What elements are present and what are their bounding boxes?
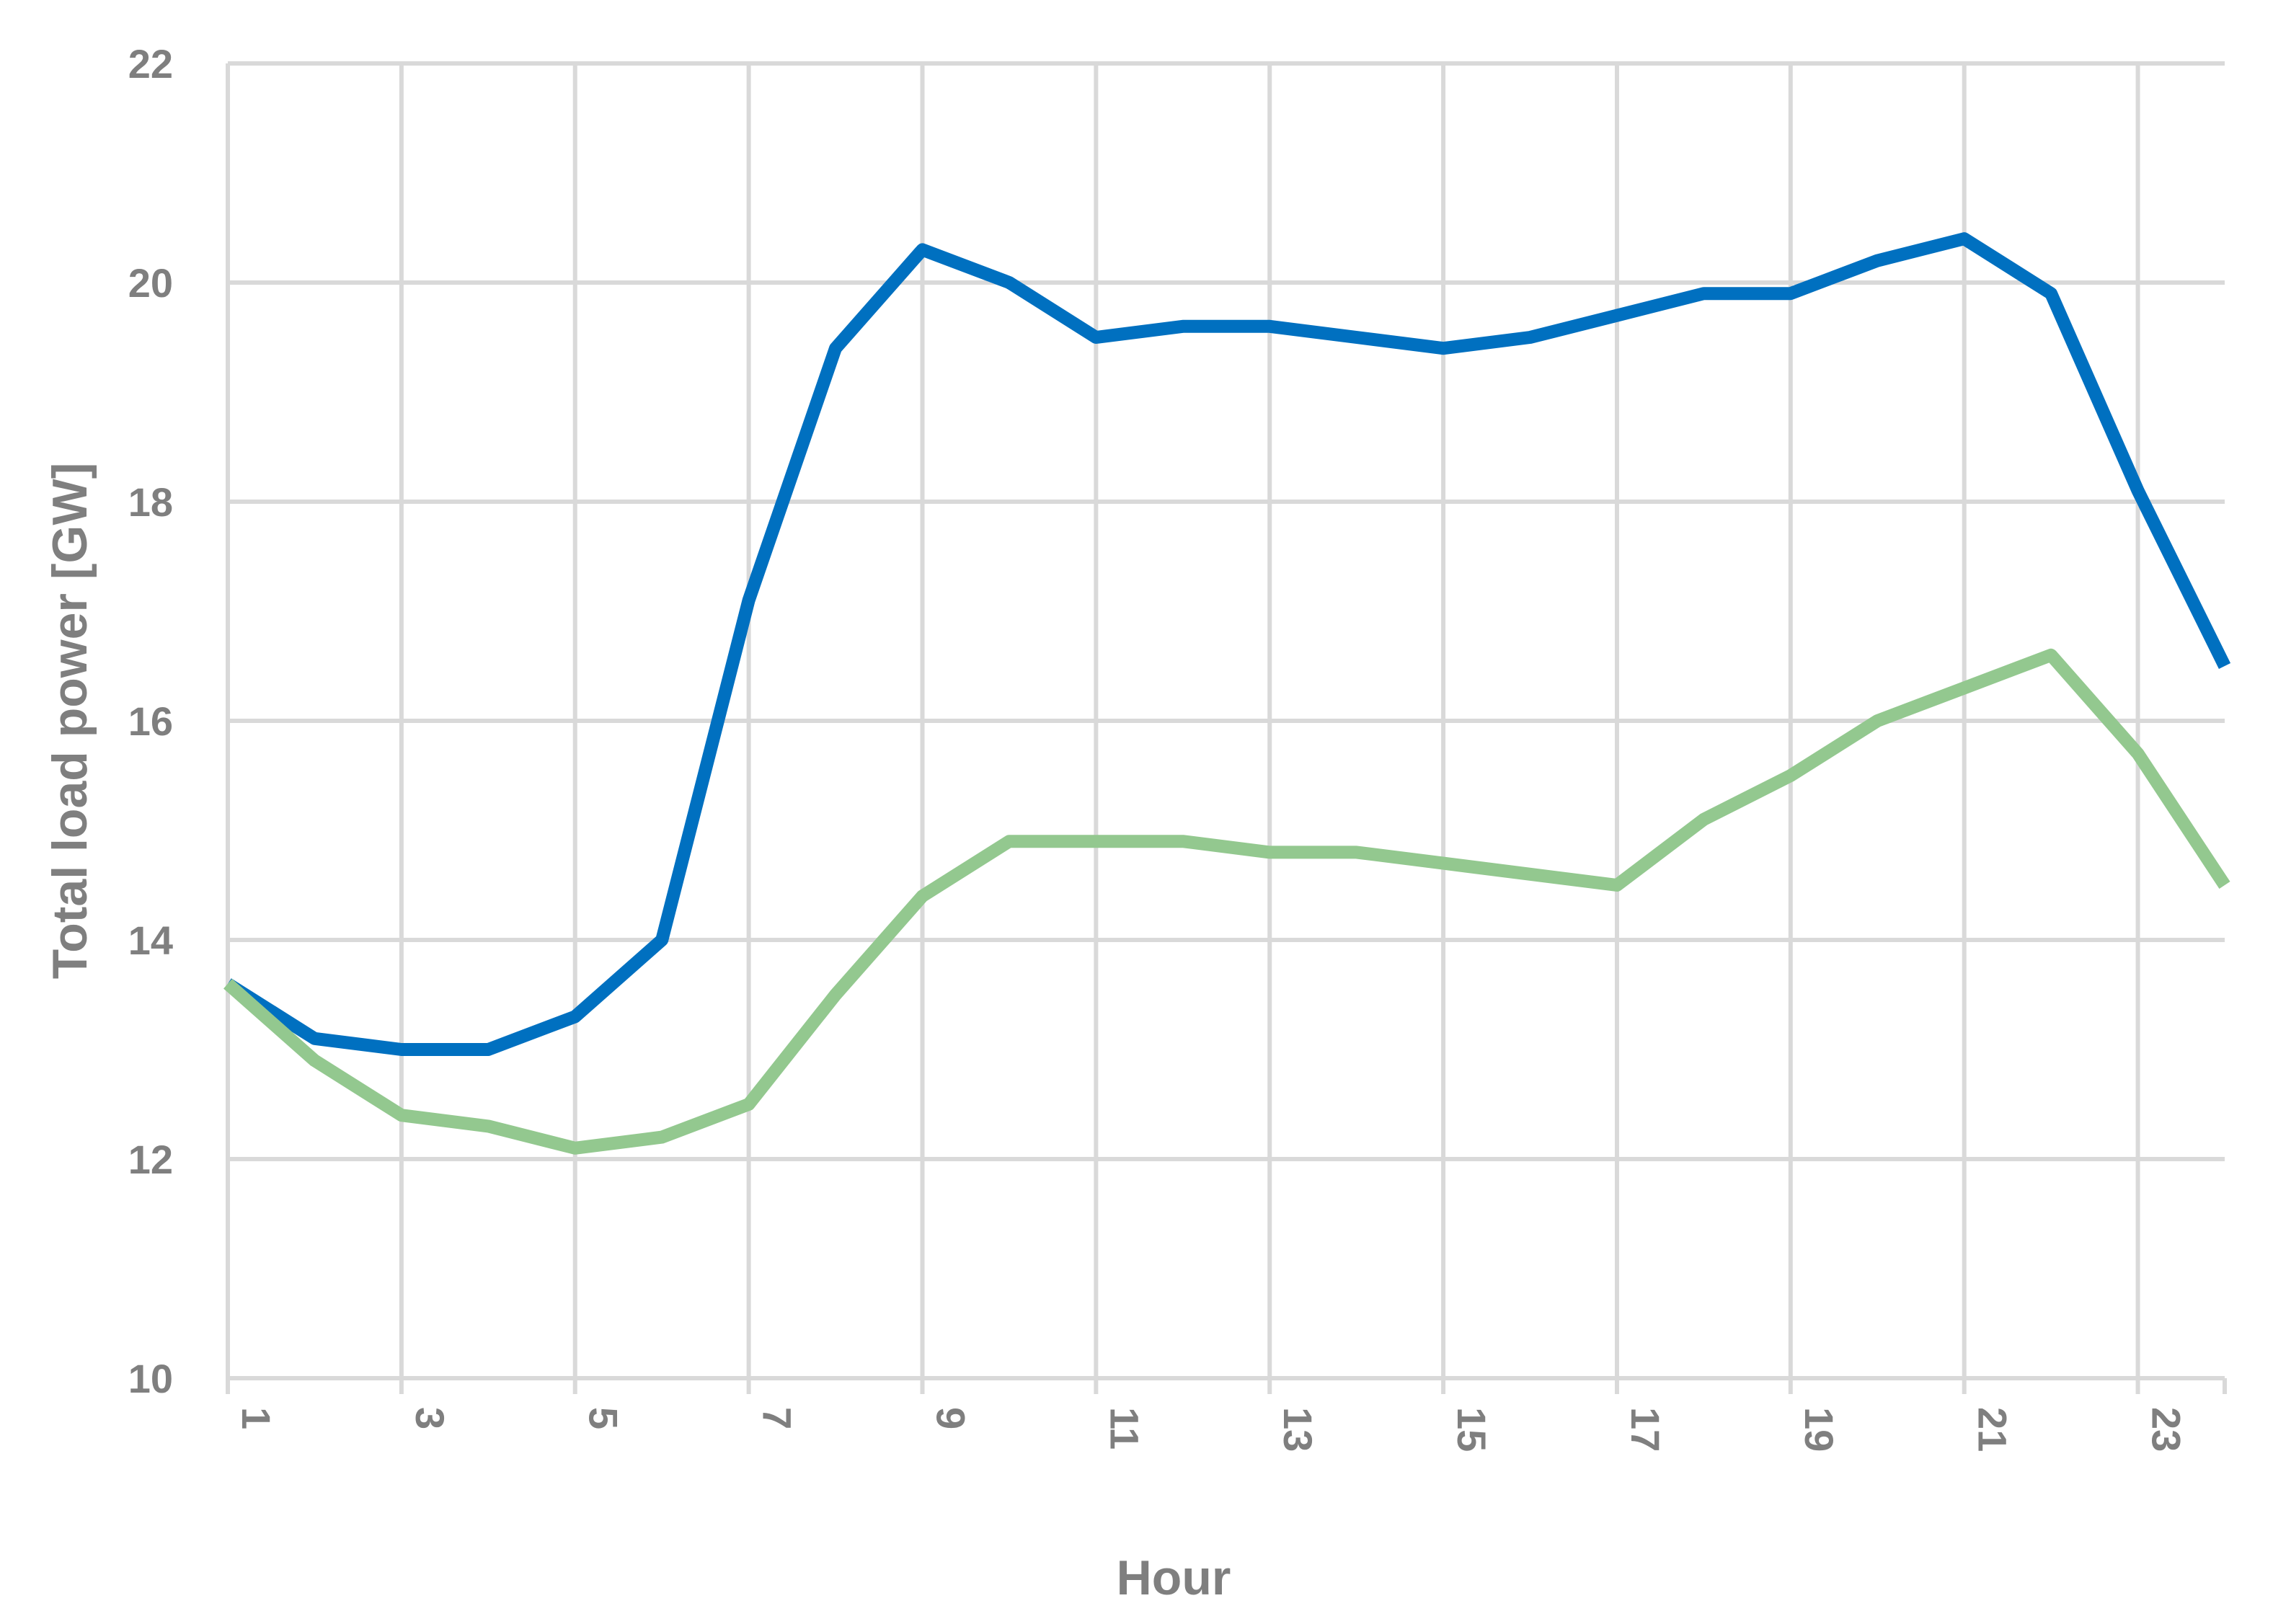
series-layer xyxy=(223,232,2231,1155)
x-tick-label: 9 xyxy=(928,1407,973,1429)
y-tick-label: 18 xyxy=(128,479,173,525)
x-tick-label: 13 xyxy=(1275,1407,1321,1452)
x-tick-label: 3 xyxy=(407,1407,453,1429)
x-axis-ticks: 1 3 5 7 9 11 13 15 17 19 21 23 xyxy=(234,1407,2189,1452)
y-tick-label: 20 xyxy=(128,260,173,306)
x-tick-label: 7 xyxy=(755,1407,800,1429)
x-tick-label: 5 xyxy=(581,1407,626,1429)
x-axis-title: Hour xyxy=(1117,1550,1231,1605)
x-tick-label: 19 xyxy=(1796,1407,1842,1452)
x-tick-label: 11 xyxy=(1102,1407,1147,1450)
x-tick-label: 15 xyxy=(1449,1407,1494,1452)
y-tick-label: 10 xyxy=(128,1356,173,1401)
gridlines xyxy=(226,61,2227,1394)
y-axis-title: Total load power [GW] xyxy=(43,463,97,979)
y-tick-label: 16 xyxy=(128,698,173,744)
y-tick-label: 22 xyxy=(128,41,173,86)
y-tick-label: 12 xyxy=(128,1137,173,1182)
x-tick-label: 23 xyxy=(2144,1407,2189,1452)
y-axis-ticks: 10 12 14 16 18 20 22 xyxy=(128,41,173,1401)
x-tick-label: 17 xyxy=(1623,1407,1668,1452)
series-line-2 xyxy=(223,648,2230,1155)
x-tick-label: 21 xyxy=(1970,1407,2016,1452)
series-line-1 xyxy=(224,232,2231,1056)
y-tick-label: 14 xyxy=(128,918,173,963)
x-tick-label: 1 xyxy=(234,1407,279,1429)
